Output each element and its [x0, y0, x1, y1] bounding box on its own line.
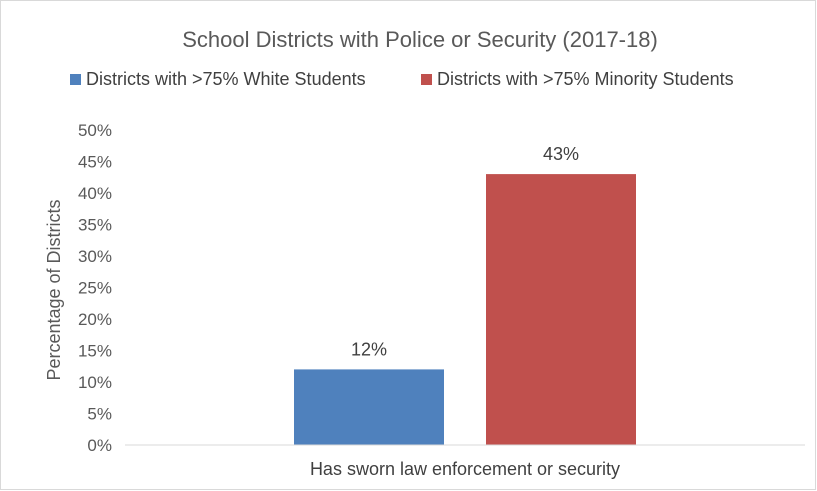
x-axis-categories: Has sworn law enforcement or security: [310, 459, 620, 479]
y-tick-label: 25%: [78, 279, 112, 298]
y-axis-label: Percentage of Districts: [44, 199, 64, 380]
data-labels: 12% 43%: [351, 144, 579, 359]
legend-label-series-1: Districts with >75% White Students: [86, 69, 366, 89]
y-tick-label: 50%: [78, 121, 112, 140]
chart-title: School Districts with Police or Security…: [182, 27, 658, 52]
y-tick-label: 15%: [78, 342, 112, 361]
x-category-label: Has sworn law enforcement or security: [310, 459, 620, 479]
y-tick-label: 40%: [78, 184, 112, 203]
data-label-series-1: 12%: [351, 339, 387, 359]
y-tick-label: 5%: [87, 405, 112, 424]
data-label-series-2: 43%: [543, 144, 579, 164]
bar-series-1: [294, 369, 444, 445]
y-tick-label: 10%: [78, 373, 112, 392]
y-axis-ticks: 0% 5% 10% 15% 20% 25% 30% 35% 40% 45% 50%: [78, 121, 112, 455]
y-tick-label: 45%: [78, 153, 112, 172]
y-tick-label: 0%: [87, 436, 112, 455]
bars: [294, 174, 636, 445]
y-tick-label: 20%: [78, 310, 112, 329]
y-tick-label: 35%: [78, 216, 112, 235]
legend-swatch-series-1: [70, 74, 81, 85]
bar-series-2: [486, 174, 636, 445]
legend-label-series-2: Districts with >75% Minority Students: [437, 69, 734, 89]
legend: Districts with >75% White Students Distri…: [70, 69, 734, 89]
y-tick-label: 30%: [78, 247, 112, 266]
legend-swatch-series-2: [421, 74, 432, 85]
